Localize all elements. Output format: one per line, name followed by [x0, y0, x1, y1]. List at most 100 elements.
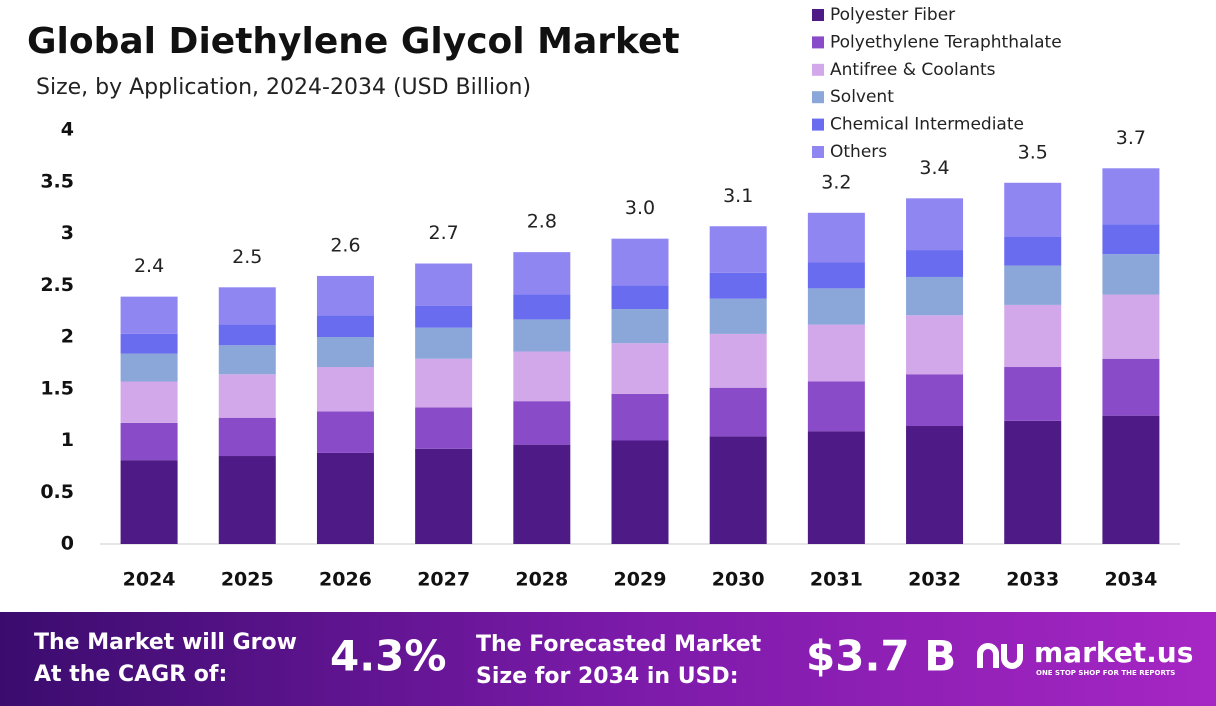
bar-segment — [611, 309, 669, 344]
bar-segment — [316, 275, 374, 316]
bar-segment — [513, 351, 571, 402]
bar-segment — [316, 315, 374, 337]
legend-label: Others — [830, 142, 887, 162]
bar-segment — [807, 324, 865, 382]
bar-segment — [1004, 304, 1062, 368]
bar-segment — [513, 252, 571, 295]
bar-segment — [1004, 265, 1062, 305]
bar-segment — [513, 294, 571, 320]
bar-segment — [218, 456, 276, 544]
footer-banner — [0, 612, 1216, 706]
x-tick-label: 2024 — [123, 569, 176, 591]
x-tick-label: 2026 — [319, 569, 372, 591]
legend-swatch — [812, 118, 824, 131]
total-label: 3.1 — [723, 185, 753, 207]
x-tick-label: 2027 — [417, 569, 470, 591]
footer-text: The Forecasted Market — [476, 632, 762, 657]
bar-segment — [611, 343, 669, 394]
total-label: 3.4 — [919, 157, 949, 179]
cagr-value: 4.3% — [330, 632, 446, 681]
bar-segment — [415, 305, 473, 328]
bar-segment — [415, 263, 473, 306]
bar-segment — [218, 374, 276, 418]
bar-segment — [709, 298, 767, 334]
size-value: $3.7 B — [806, 632, 956, 681]
bar-segment — [120, 460, 178, 544]
x-tick-label: 2031 — [810, 569, 863, 591]
bar-segment — [513, 401, 571, 445]
total-label: 2.7 — [429, 222, 459, 244]
total-label: 2.4 — [134, 255, 164, 277]
total-label: 3.5 — [1018, 141, 1048, 163]
legend-swatch — [812, 146, 824, 158]
bar-segment — [1004, 236, 1062, 266]
total-label: 3.7 — [1116, 127, 1146, 149]
bar-segment — [120, 333, 178, 354]
bar-segment — [415, 327, 473, 359]
bar-segment — [611, 440, 669, 544]
total-label: 2.8 — [527, 211, 557, 233]
chart-subtitle: Size, by Application, 2024-2034 (USD Bil… — [36, 75, 531, 100]
bar-segment — [415, 407, 473, 449]
tagline: ONE STOP SHOP FOR THE REPORTS — [1036, 669, 1175, 677]
y-tick-label: 3 — [61, 222, 74, 244]
legend-swatch — [812, 91, 824, 104]
legend-swatch — [812, 9, 824, 21]
bar-segment — [709, 226, 767, 273]
logo-icon — [977, 643, 1023, 669]
bar-segment — [1102, 224, 1160, 255]
x-tick-label: 2033 — [1006, 569, 1059, 591]
y-tick-label: 2.5 — [40, 274, 74, 296]
total-label: 2.5 — [232, 246, 262, 268]
bar-segment — [611, 238, 669, 286]
footer-text: At the CAGR of: — [34, 662, 227, 687]
bar-segment — [906, 250, 964, 277]
bar-segment — [709, 272, 767, 299]
footer-text: The Market will Grow — [34, 630, 297, 655]
bar-segment — [316, 367, 374, 412]
y-tick-label: 1 — [61, 429, 74, 451]
bar-segment — [807, 288, 865, 325]
bar-segment — [709, 436, 767, 544]
bar-segment — [316, 337, 374, 368]
y-tick-label: 1.5 — [40, 377, 74, 399]
x-tick-label: 2029 — [614, 569, 667, 591]
legend-label: Solvent — [830, 87, 894, 107]
total-label: 3.2 — [821, 171, 851, 193]
bar-segment — [1102, 358, 1160, 416]
total-label: 3.0 — [625, 197, 655, 219]
y-tick-label: 0.5 — [40, 481, 74, 503]
bar-segment — [906, 198, 964, 251]
bar-segment — [316, 452, 374, 544]
bar-segment — [1102, 294, 1160, 359]
legend-label: Antifree & Coolants — [830, 60, 996, 80]
y-tick-label: 3.5 — [40, 170, 74, 192]
bar-segment — [218, 324, 276, 346]
legend-label: Polyethylene Teraphthalate — [830, 32, 1062, 52]
bar-segment — [1102, 415, 1160, 544]
bar-segment — [218, 417, 276, 457]
bar-segment — [1102, 254, 1160, 295]
y-tick-label: 2 — [61, 326, 74, 348]
bar-segment — [906, 315, 964, 375]
bar-segment — [611, 285, 669, 310]
y-tick-label: 4 — [61, 119, 74, 141]
bar-segment — [316, 411, 374, 453]
bar-segment — [120, 353, 178, 382]
bar-segment — [709, 333, 767, 388]
x-tick-label: 2032 — [908, 569, 961, 591]
bar-segment — [906, 374, 964, 427]
total-label: 2.6 — [330, 234, 360, 256]
x-tick-label: 2034 — [1104, 569, 1157, 591]
x-tick-label: 2028 — [515, 569, 568, 591]
bar-segment — [218, 345, 276, 375]
bar-segment — [1004, 182, 1062, 237]
bar-segment — [120, 296, 178, 334]
bar-segment — [807, 431, 865, 544]
bar-segment — [906, 276, 964, 316]
bar-segment — [807, 212, 865, 263]
legend-swatch — [812, 36, 824, 49]
bar-segment — [120, 381, 178, 423]
x-tick-label: 2025 — [221, 569, 274, 591]
